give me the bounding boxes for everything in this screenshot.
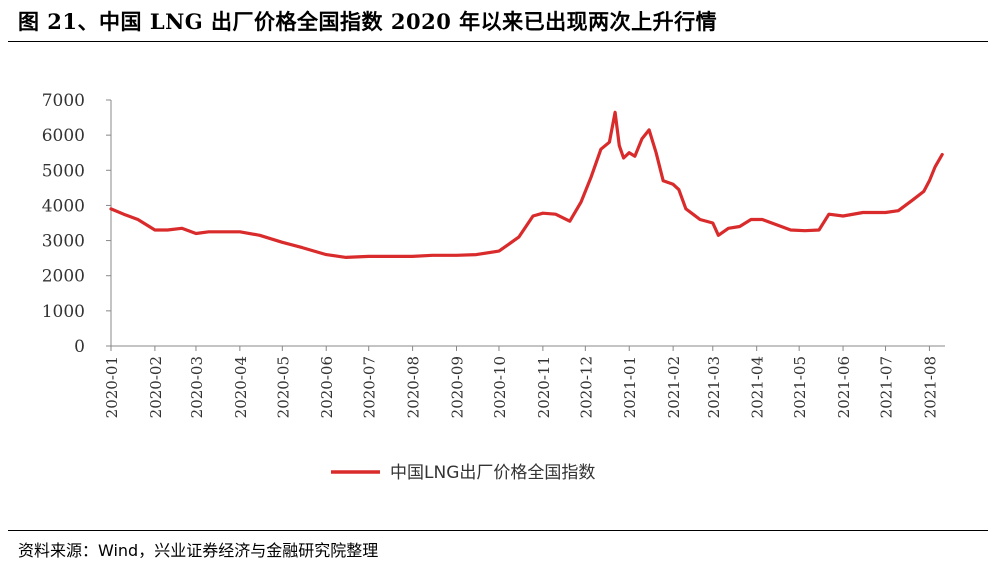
source-rule: [8, 530, 988, 531]
x-tick-label: 2020-10: [491, 356, 509, 418]
x-tick-label: 2021-06: [835, 356, 853, 418]
y-tick-label: 4000: [42, 196, 85, 216]
y-tick-label: 6000: [42, 126, 85, 146]
x-tick-label: 2020-07: [361, 356, 379, 418]
x-tick-label: 2020-08: [405, 356, 423, 418]
y-tick-label: 0: [74, 337, 85, 357]
legend-label: 中国LNG出厂价格全国指数: [390, 463, 595, 483]
y-axis: 0 1000 2000 3000 4000 5000 6000 7000: [42, 91, 112, 357]
x-tick-label: 2021-08: [921, 356, 939, 418]
figure-title: 图 21、中国 LNG 出厂价格全国指数 2020 年以来已出现两次上升行情: [18, 9, 718, 34]
y-tick-label: 1000: [42, 302, 85, 322]
x-tick-label: 2020-03: [188, 356, 206, 418]
x-tick-label: 2021-03: [705, 356, 723, 418]
x-tick-label: 2021-05: [791, 356, 809, 418]
x-tick-label: 2021-04: [749, 356, 767, 418]
legend: 中国LNG出厂价格全国指数: [331, 463, 595, 483]
x-tick-label: 2021-02: [665, 356, 683, 418]
x-axis: 2020-01 2020-02 2020-03 2020-04 2020-05 2020-…: [103, 345, 945, 418]
x-tick-label: 2020-02: [147, 356, 165, 418]
x-tick-label: 2020-05: [274, 356, 292, 418]
y-tick-label: 5000: [42, 161, 85, 181]
series-layer: [109, 110, 944, 259]
y-tick-label: 7000: [42, 91, 85, 111]
x-tick-label: 2020-01: [103, 356, 121, 418]
x-tick-label: 2020-11: [535, 356, 553, 418]
series-line: [109, 110, 944, 259]
x-tick-label: 2020-06: [318, 356, 336, 418]
x-tick-label: 2020-09: [448, 356, 466, 418]
x-tick-label: 2021-07: [878, 356, 896, 418]
x-tick-label: 2020-12: [577, 356, 595, 418]
source-note: 资料来源：Wind，兴业证券经济与金融研究院整理: [18, 541, 379, 560]
y-tick-label: 3000: [42, 232, 85, 252]
title-rule: [8, 41, 988, 42]
x-tick-label: 2021-01: [621, 356, 639, 418]
y-tick-label: 2000: [42, 267, 85, 287]
x-tick-label: 2020-04: [232, 356, 250, 418]
